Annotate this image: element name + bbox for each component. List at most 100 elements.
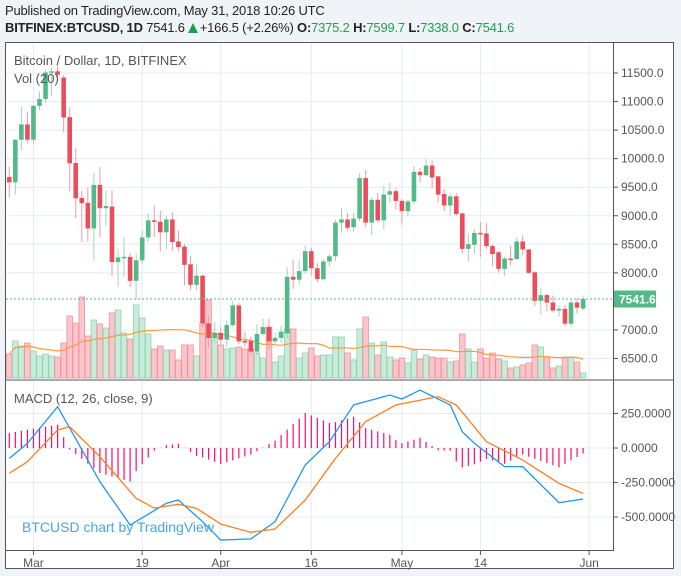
- candle-body: [339, 219, 344, 223]
- volume-bar: [344, 352, 351, 379]
- volume-bar: [513, 366, 520, 379]
- candle-body: [272, 337, 278, 342]
- low-value: 7338.0: [420, 20, 459, 35]
- candle-body: [133, 260, 139, 281]
- volume-bar: [573, 361, 581, 379]
- published-caption: Published on TradingView.com, May 31, 20…: [5, 3, 325, 18]
- candle-body: [242, 340, 248, 343]
- volume-bar: [453, 360, 460, 379]
- candle-body: [97, 184, 103, 209]
- macd-tick-label: 250.0000: [621, 407, 671, 421]
- volume-bar: [531, 344, 538, 379]
- volume-bar: [398, 357, 406, 379]
- candle-body: [484, 233, 489, 247]
- candle-body: [61, 77, 66, 118]
- volume-bar: [12, 340, 19, 379]
- price-tick-label: 6500.0: [621, 352, 658, 366]
- volume-bar: [235, 346, 243, 379]
- volume-bar: [477, 348, 484, 379]
- volume-bar: [338, 336, 345, 379]
- volume-bar: [24, 342, 31, 379]
- volume-bar: [302, 352, 309, 379]
- candle-body: [55, 71, 60, 75]
- candle-body: [109, 206, 115, 263]
- price-tick-label: 9000.0: [621, 209, 658, 223]
- volume-bar: [96, 323, 104, 379]
- volume-bar: [60, 342, 67, 379]
- candle-body: [25, 124, 30, 140]
- volume-bar: [163, 349, 170, 379]
- candle-body: [43, 72, 48, 99]
- volume-bar: [102, 327, 110, 379]
- candle-body: [550, 302, 556, 311]
- candle-body: [562, 308, 568, 324]
- volume-bar: [459, 333, 466, 379]
- candle-body: [472, 232, 477, 245]
- volume-bar: [495, 358, 502, 379]
- volume-bar: [90, 319, 98, 379]
- volume-bar: [114, 309, 122, 379]
- volume-bar: [434, 357, 442, 379]
- time-tick-label: May: [391, 556, 414, 570]
- candle-body: [145, 220, 151, 238]
- volume-bar: [386, 356, 394, 379]
- price-tick-label: 10000.0: [621, 152, 665, 166]
- volume-bar: [42, 353, 49, 379]
- volume-bar: [145, 333, 152, 379]
- candle-body: [182, 246, 187, 265]
- time-tick-label: 14: [474, 556, 488, 570]
- last-price-badge: 7541.6: [614, 290, 656, 308]
- candle-body: [188, 264, 193, 285]
- volume-bar: [223, 348, 230, 379]
- candle-body: [490, 246, 495, 255]
- volume-bar: [392, 359, 400, 379]
- candle-body: [333, 222, 338, 257]
- volume-bar: [483, 357, 490, 379]
- candle-body: [538, 295, 544, 301]
- volume-bar: [157, 345, 164, 379]
- volume-bar: [48, 355, 55, 379]
- macd-tick-label: -250.0000: [621, 476, 675, 490]
- volume-bar: [72, 322, 79, 379]
- volume-bar: [308, 347, 315, 379]
- volume-bar: [6, 353, 13, 379]
- volume-bar: [567, 356, 575, 379]
- price-tick-label: 8000.0: [621, 266, 658, 280]
- volume-bar: [332, 336, 339, 379]
- time-tick-label: Apr: [211, 556, 230, 570]
- volume-bar: [181, 344, 188, 379]
- volume-bar: [289, 328, 297, 379]
- candle-body: [381, 194, 387, 221]
- volume-bar: [404, 362, 412, 379]
- volume-bar: [368, 342, 375, 379]
- candle-body: [85, 202, 91, 229]
- candle-body: [580, 299, 586, 309]
- candle-body: [345, 219, 350, 228]
- candle-body: [496, 252, 501, 269]
- volume-bar: [507, 367, 514, 379]
- candle-body: [508, 258, 513, 261]
- volume-bar: [525, 362, 532, 379]
- time-tick-label: 19: [136, 556, 150, 570]
- candle-body: [520, 241, 525, 250]
- macd-line: [8, 389, 584, 541]
- candle-body: [103, 206, 109, 209]
- candle-body: [411, 171, 417, 202]
- candle-body: [91, 184, 97, 229]
- volume-bar: [471, 361, 478, 379]
- volume-bar: [428, 356, 436, 379]
- volume-bar: [561, 356, 569, 379]
- symbol-label: BITFINEX:BTCUSD, 1D: [5, 20, 143, 35]
- volume-bar: [356, 328, 363, 379]
- candle-body: [260, 327, 266, 334]
- candle-body: [115, 257, 121, 263]
- volume-bar: [138, 317, 146, 379]
- candle-body: [121, 256, 127, 259]
- candle-body: [13, 139, 18, 183]
- candle-body: [206, 323, 211, 338]
- candle-body: [7, 176, 12, 183]
- candle-body: [176, 241, 181, 248]
- close-label: C:: [462, 20, 476, 35]
- volume-bar: [54, 356, 61, 379]
